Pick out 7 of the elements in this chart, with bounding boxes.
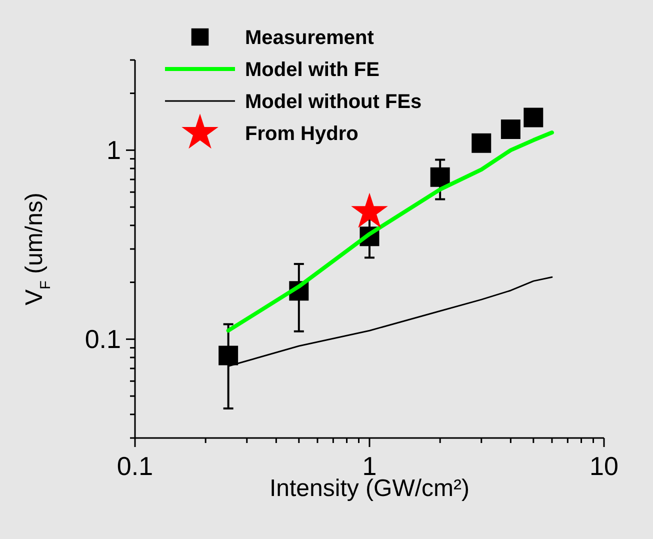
legend-label: From Hydro — [245, 123, 358, 145]
legend-label: Model without FEs — [245, 91, 422, 113]
x-tick-label: 0.1 — [116, 451, 154, 481]
legend-label: Model with FE — [245, 59, 380, 81]
legend-label: Measurement — [245, 27, 374, 49]
x-axis-title: Intensity (GW/cm²) — [269, 475, 470, 502]
x-tick-label: 10 — [590, 451, 618, 481]
